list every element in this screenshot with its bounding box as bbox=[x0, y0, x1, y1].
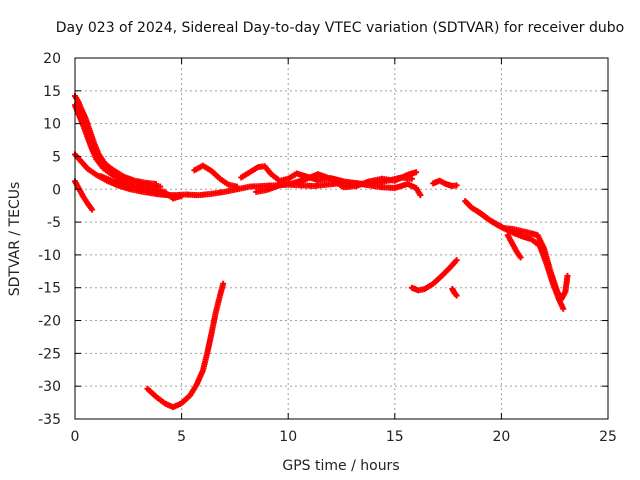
axis-ticks: 0 5 10 15 20 25 20 15 10 5 0 -5 -10 -15 -20 -25 -30 -35 bbox=[38, 51, 617, 445]
y-tick-label: 15 bbox=[43, 84, 61, 100]
data-point bbox=[234, 183, 241, 190]
series-arc-9 bbox=[253, 169, 420, 195]
x-tick-label: 25 bbox=[599, 429, 617, 445]
data-point bbox=[453, 257, 460, 264]
x-tick-label: 0 bbox=[71, 429, 80, 445]
y-tick-label: -25 bbox=[38, 346, 61, 362]
series-arc-14 bbox=[408, 257, 460, 294]
data-point bbox=[220, 280, 227, 287]
y-tick-label: -35 bbox=[38, 412, 61, 428]
x-tick-label: 15 bbox=[386, 429, 404, 445]
data-point bbox=[560, 305, 567, 312]
data-point bbox=[453, 292, 460, 299]
y-tick-label: -30 bbox=[38, 379, 61, 395]
series-arc-15 bbox=[449, 286, 460, 299]
y-tick-label: 10 bbox=[43, 117, 61, 133]
y-tick-label: 20 bbox=[43, 51, 61, 67]
data-point bbox=[564, 272, 571, 279]
grid-lines bbox=[75, 58, 608, 419]
series-arc-12 bbox=[474, 208, 571, 303]
x-tick-label: 5 bbox=[177, 429, 186, 445]
y-axis-title: SDTVAR / TECUs bbox=[7, 182, 23, 297]
chart-title: Day 023 of 2024, Sidereal Day-to-day VTE… bbox=[56, 20, 624, 36]
series-arc-7 bbox=[191, 162, 241, 190]
data-point bbox=[417, 192, 424, 199]
data-point bbox=[453, 182, 460, 189]
y-tick-label: -20 bbox=[38, 314, 61, 330]
data-points bbox=[72, 93, 571, 411]
y-tick-label: 5 bbox=[52, 149, 61, 165]
y-tick-label: -15 bbox=[38, 281, 61, 297]
series-arc-16 bbox=[144, 280, 227, 411]
x-tick-label: 20 bbox=[492, 429, 510, 445]
y-tick-label: -5 bbox=[47, 215, 61, 231]
y-tick-label: 0 bbox=[52, 182, 61, 198]
y-tick-label: -10 bbox=[38, 248, 61, 264]
data-point bbox=[517, 254, 524, 261]
x-axis-title: GPS time / hours bbox=[282, 458, 399, 474]
series-arc-13 bbox=[504, 232, 524, 261]
x-tick-label: 10 bbox=[279, 429, 297, 445]
data-point bbox=[89, 206, 96, 213]
plot-frame bbox=[74, 57, 609, 420]
series-arc-10 bbox=[430, 177, 460, 189]
data-point bbox=[413, 169, 420, 176]
